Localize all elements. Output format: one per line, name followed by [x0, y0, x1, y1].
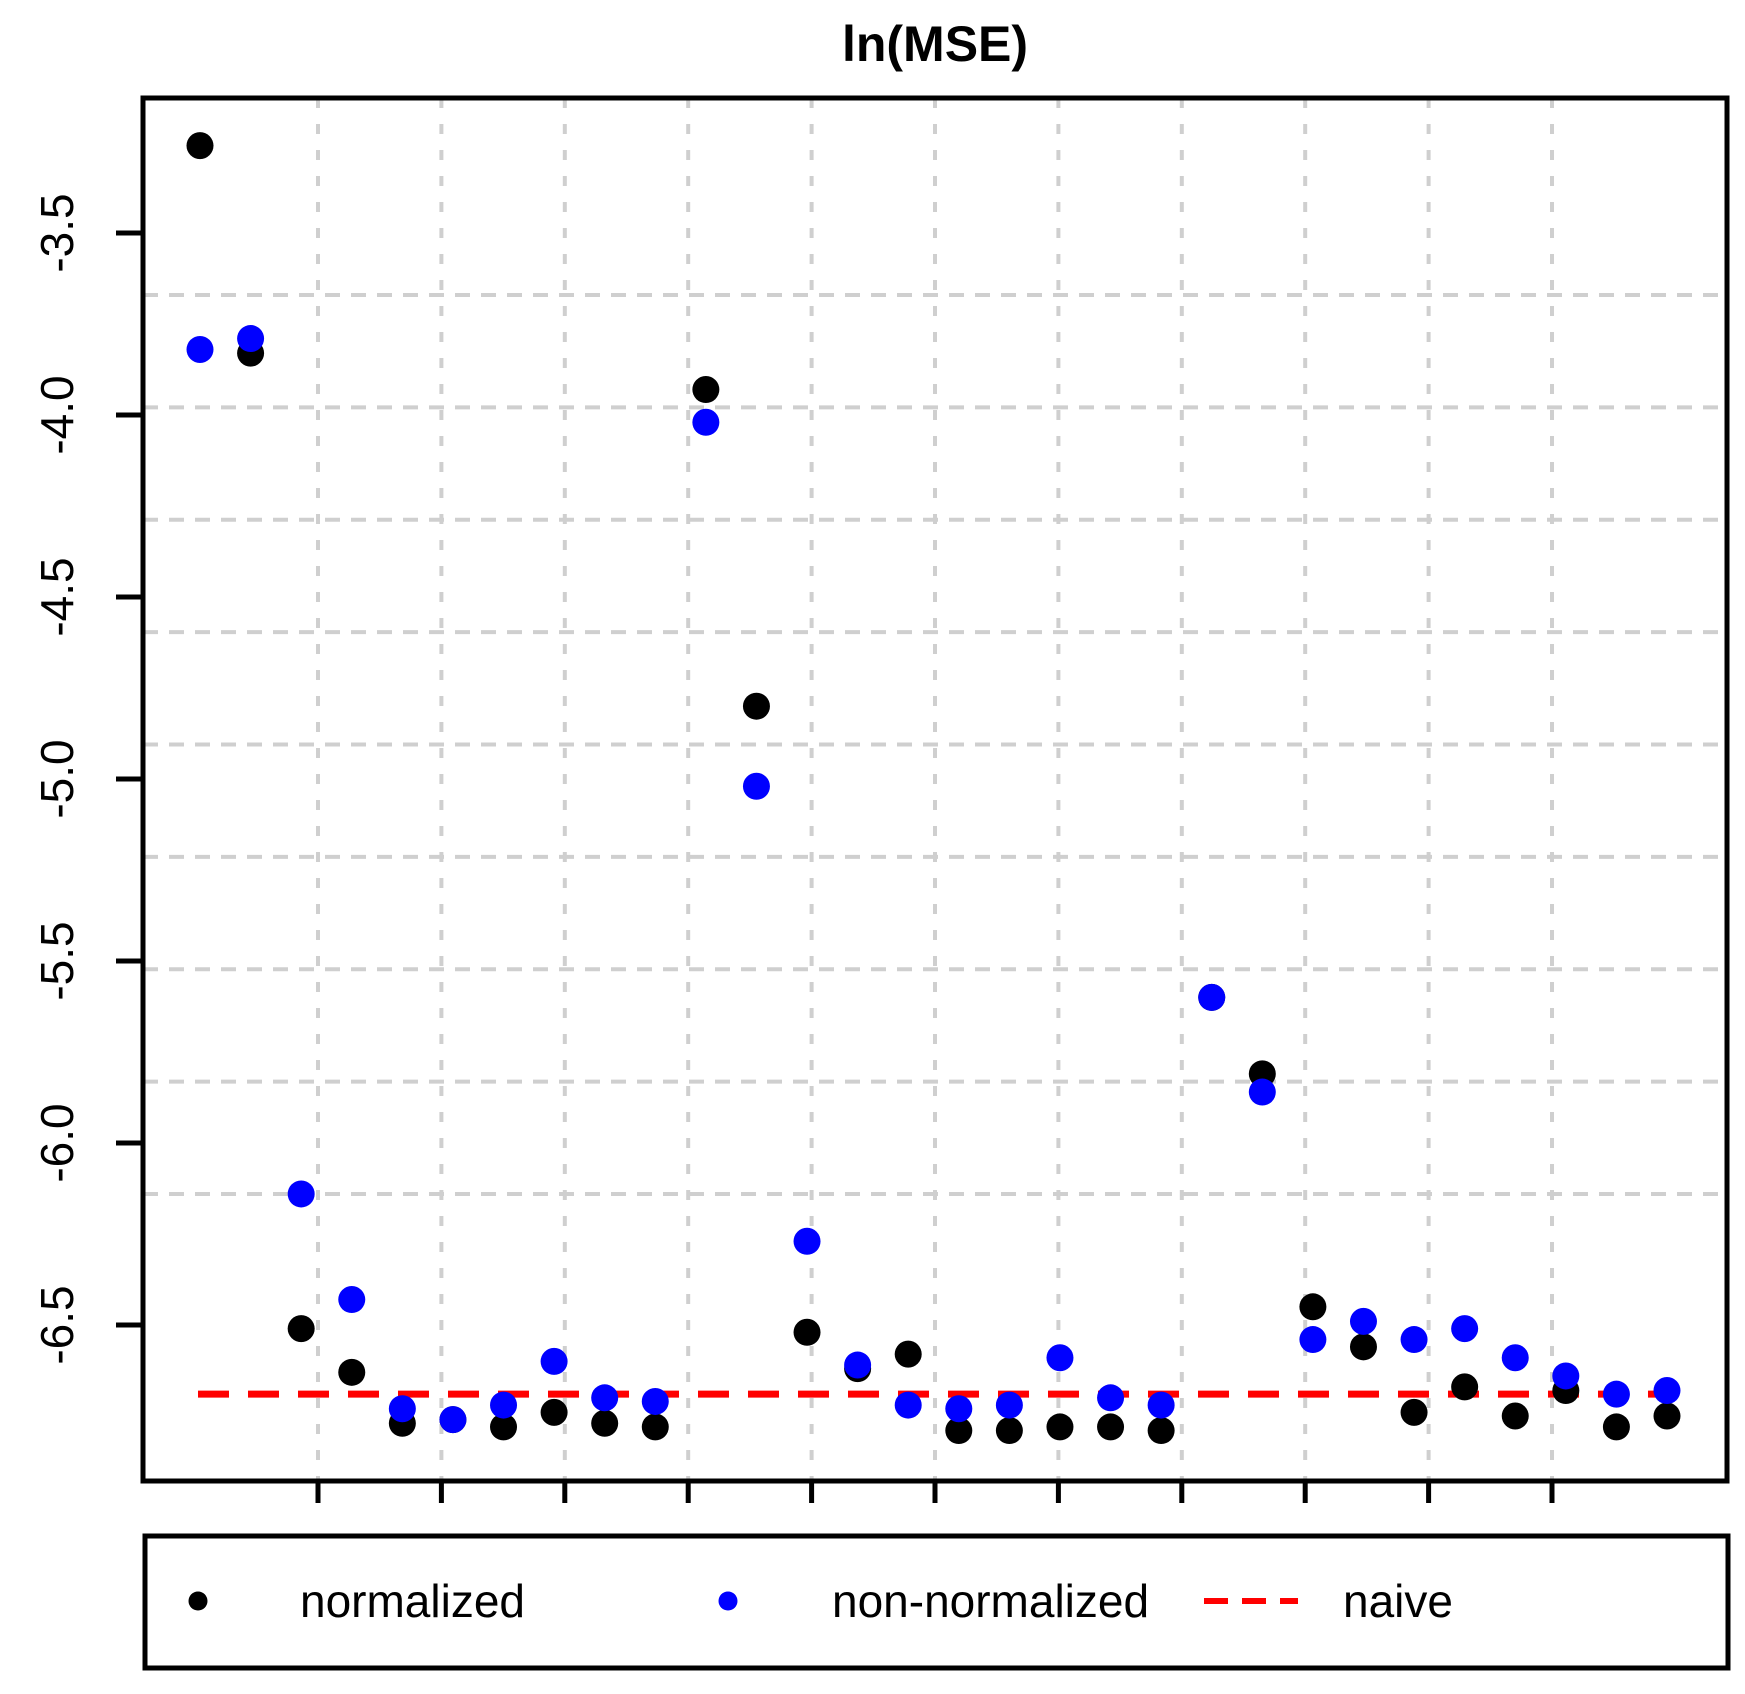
y-tick-label: -6.5: [31, 1285, 83, 1364]
data-point-non-normalized: [1501, 1344, 1529, 1372]
data-point-normalized: [1147, 1417, 1175, 1445]
data-point-normalized: [945, 1417, 973, 1445]
data-point-normalized: [1349, 1333, 1377, 1361]
data-point-non-normalized: [1602, 1380, 1630, 1408]
data-point-non-normalized: [945, 1395, 973, 1423]
data-point-normalized: [1097, 1413, 1125, 1441]
data-point-non-normalized: [591, 1384, 619, 1412]
data-point-non-normalized: [793, 1227, 821, 1255]
data-point-non-normalized: [995, 1391, 1023, 1419]
data-point-non-normalized: [1349, 1307, 1377, 1335]
y-tick-label: -5.0: [31, 739, 83, 818]
data-point-non-normalized: [1248, 1078, 1276, 1106]
data-point-non-normalized: [1097, 1384, 1125, 1412]
legend-label-naive: naive: [1343, 1575, 1453, 1627]
data-point-normalized: [995, 1417, 1023, 1445]
y-tick-label: -6.0: [31, 1103, 83, 1182]
data-point-non-normalized: [186, 335, 214, 363]
data-point-non-normalized: [894, 1391, 922, 1419]
data-point-normalized: [742, 692, 770, 720]
data-point-normalized: [692, 376, 720, 404]
data-point-non-normalized: [490, 1391, 518, 1419]
data-point-normalized: [1653, 1402, 1681, 1430]
data-point-normalized: [894, 1340, 922, 1368]
data-point-non-normalized: [287, 1180, 315, 1208]
data-point-normalized: [490, 1413, 518, 1441]
legend-label-non-normalized: non-normalized: [832, 1575, 1150, 1627]
data-point-non-normalized: [338, 1286, 366, 1314]
data-point-non-normalized: [1552, 1362, 1580, 1390]
data-point-non-normalized: [692, 408, 720, 436]
data-point-normalized: [287, 1315, 315, 1343]
legend-box: [142, 1533, 1731, 1671]
chart-title: ln(MSE): [841, 16, 1029, 72]
data-point-normalized: [1602, 1413, 1630, 1441]
data-point-non-normalized: [844, 1351, 872, 1379]
y-tick-label: -3.5: [31, 193, 83, 272]
data-point-non-normalized: [1400, 1326, 1428, 1354]
data-point-non-normalized: [1198, 983, 1226, 1011]
data-point-normalized: [1046, 1413, 1074, 1441]
legend-marker-normalized: [188, 1591, 208, 1611]
data-point-non-normalized: [439, 1406, 467, 1434]
data-point-normalized: [1501, 1402, 1529, 1430]
data-point-non-normalized: [1046, 1344, 1074, 1372]
data-point-normalized: [591, 1409, 619, 1437]
data-point-normalized: [793, 1318, 821, 1346]
data-point-non-normalized: [237, 325, 265, 353]
y-tick-label: -4.5: [31, 557, 83, 636]
y-tick-label: -5.5: [31, 921, 83, 1000]
legend-label-normalized: normalized: [300, 1575, 525, 1627]
data-point-normalized: [186, 132, 214, 160]
data-point-non-normalized: [1451, 1315, 1479, 1343]
data-point-non-normalized: [388, 1395, 416, 1423]
data-point-non-normalized: [742, 772, 770, 800]
data-point-normalized: [1299, 1293, 1327, 1321]
y-tick-label: -4.0: [31, 375, 83, 454]
data-point-non-normalized: [1653, 1377, 1681, 1405]
data-point-normalized: [540, 1398, 568, 1426]
data-point-non-normalized: [641, 1387, 669, 1415]
data-point-non-normalized: [1299, 1326, 1327, 1354]
data-point-normalized: [1451, 1373, 1479, 1401]
data-point-normalized: [641, 1413, 669, 1441]
data-point-normalized: [1400, 1398, 1428, 1426]
data-point-normalized: [338, 1358, 366, 1386]
data-point-non-normalized: [540, 1347, 568, 1375]
legend-marker-non-normalized: [718, 1591, 738, 1611]
data-point-non-normalized: [1147, 1391, 1175, 1419]
